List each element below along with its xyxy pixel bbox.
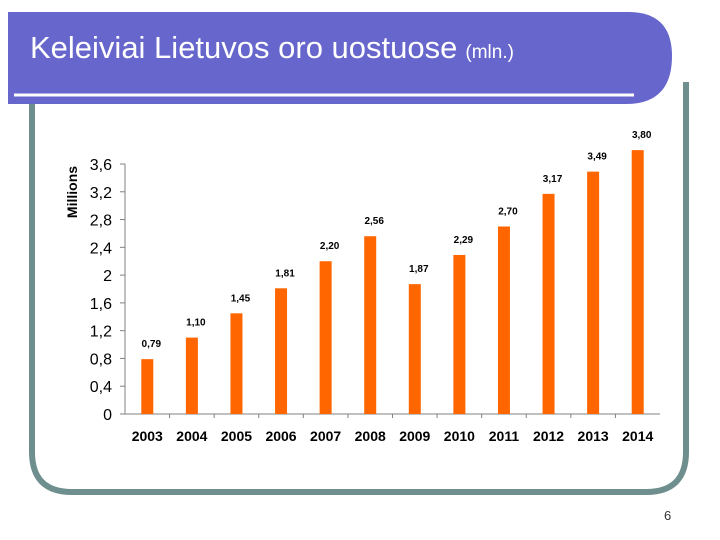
bar	[497, 226, 510, 414]
x-tick-label: 2005	[221, 428, 252, 444]
bar	[141, 359, 154, 414]
bar	[275, 288, 288, 414]
y-tick-label: 2	[103, 268, 112, 285]
y-tick-label: 1,6	[90, 296, 112, 313]
bar	[185, 337, 198, 414]
slide-title-text: Keleiviai Lietuvos oro uostuose	[30, 30, 458, 65]
bar	[587, 171, 600, 414]
data-label: 1,10	[186, 318, 206, 329]
y-tick-label: 0	[103, 407, 112, 424]
bar	[319, 261, 332, 414]
x-tick-label: 2014	[622, 428, 653, 444]
data-label: 1,87	[409, 264, 429, 275]
x-tick-label: 2008	[355, 428, 386, 444]
x-tick-label: 2010	[444, 428, 475, 444]
data-label: 1,45	[231, 293, 251, 304]
data-label: 2,29	[454, 235, 474, 246]
data-label: 2,70	[498, 207, 518, 218]
x-tick-label: 2013	[578, 428, 609, 444]
y-axis-label: Millions	[64, 166, 80, 218]
bar	[542, 193, 555, 414]
y-tick-label: 0,4	[90, 379, 112, 396]
y-tick-label: 1,2	[90, 324, 112, 341]
x-tick-label: 2012	[533, 428, 564, 444]
title-banner	[8, 12, 672, 104]
x-tick-label: 2006	[265, 428, 296, 444]
y-tick-label: 3,6	[90, 157, 112, 174]
slide-title-unit: (mln.)	[465, 42, 514, 63]
slide-border	[29, 82, 689, 495]
data-label: 3,49	[587, 152, 607, 163]
x-tick-label: 2007	[310, 428, 341, 444]
bar	[631, 150, 644, 414]
data-label: 2,56	[364, 216, 384, 227]
page-number: 6	[664, 508, 672, 523]
data-label: 3,80	[632, 130, 652, 141]
x-tick-label: 2004	[176, 428, 207, 444]
y-tick-label: 3,2	[90, 185, 112, 202]
x-tick-label: 2003	[132, 428, 163, 444]
y-tick-label: 2,4	[90, 240, 112, 257]
y-tick-label: 2,8	[90, 213, 112, 230]
data-label: 2,20	[320, 241, 340, 252]
bar	[453, 254, 466, 414]
bar	[408, 284, 421, 414]
bar	[230, 313, 243, 414]
y-tick-label: 0,8	[90, 351, 112, 368]
slide-title: Keleiviai Lietuvos oro uostuose (mln.)	[30, 30, 514, 66]
data-label: 1,81	[275, 268, 295, 279]
x-tick-label: 2011	[489, 428, 520, 444]
bar	[364, 236, 377, 414]
data-label: 0,79	[142, 339, 162, 350]
data-label: 3,17	[543, 174, 563, 185]
x-tick-label: 2009	[399, 428, 430, 444]
